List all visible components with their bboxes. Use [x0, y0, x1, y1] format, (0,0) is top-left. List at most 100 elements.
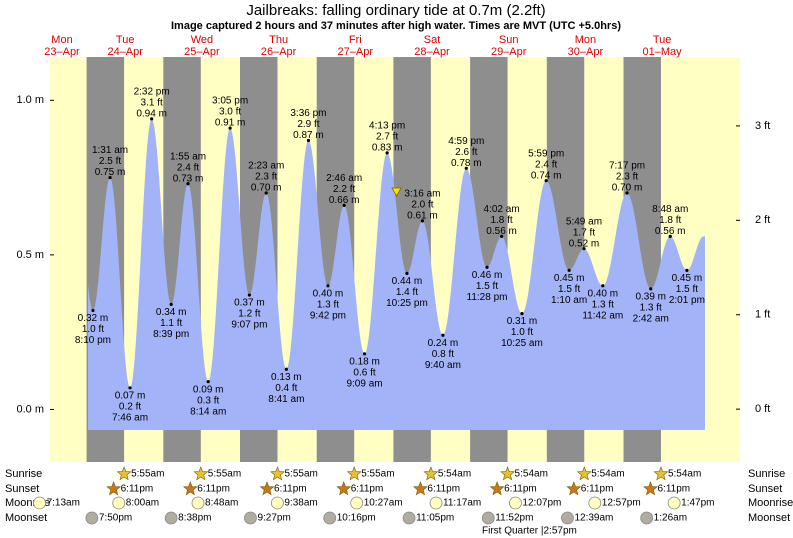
- tide-time: 4:02 am: [484, 204, 520, 215]
- tide-height-ft: 1.0 ft: [511, 327, 533, 338]
- tide-height-ft: 2.3 ft: [616, 172, 638, 183]
- tide-height-ft: 1.1 ft: [160, 318, 182, 329]
- tide-area: [88, 119, 705, 430]
- y2-tick-label: 3 ft: [755, 120, 770, 132]
- tide-time: 1:10 am: [551, 295, 587, 306]
- tide-height-ft: 0.4 ft: [275, 383, 297, 394]
- moonrise-icon: [270, 496, 284, 510]
- tide-point: [649, 287, 653, 291]
- tide-point: [342, 203, 346, 207]
- moonrise-icon: [667, 496, 681, 510]
- day-label: Tue: [116, 34, 135, 46]
- moonset-time: 11:05pm: [416, 513, 454, 524]
- row-label-right: Moonrise: [748, 497, 793, 509]
- moonrise-time: 1:47pm: [681, 498, 714, 509]
- moonrise-icon: [509, 496, 522, 510]
- row-label-right: Sunset: [748, 483, 782, 495]
- tide-point: [520, 312, 524, 316]
- tide-time: 8:14 am: [190, 406, 226, 417]
- moonset-time: 10:16pm: [337, 513, 376, 524]
- moonrise-icon: [429, 496, 443, 510]
- moonrise-time: 8:48am: [205, 498, 238, 509]
- moonset-time: 11:52pm: [495, 513, 533, 524]
- moonset-icon: [244, 511, 257, 525]
- sunset-time: 6:11pm: [121, 484, 154, 495]
- tide-height-ft: 1.3 ft: [592, 299, 614, 310]
- tide-height-m: 0.09 m: [193, 384, 224, 395]
- tide-height-m: 0.46 m: [472, 270, 503, 281]
- day-label: Fri: [349, 34, 362, 46]
- tide-height-ft: 1.5 ft: [558, 284, 580, 295]
- tide-height-m: 0.56 m: [486, 226, 517, 237]
- row-label: Sunset: [5, 483, 39, 495]
- tide-point: [264, 191, 268, 195]
- tide-point: [685, 268, 689, 272]
- day-label: Wed: [191, 34, 213, 46]
- sun-icon: [346, 466, 362, 481]
- tide-height-m: 0.56 m: [655, 226, 686, 237]
- row-label-right: Moonset: [748, 512, 790, 524]
- tide-height-m: 0.83 m: [372, 142, 403, 153]
- current-level-marker: [391, 187, 402, 197]
- y-tick-label: 0.5 m: [16, 249, 44, 261]
- tide-height-ft: 0.2 ft: [119, 401, 141, 412]
- tide-height-m: 0.44 m: [392, 276, 423, 287]
- tide-point: [464, 166, 468, 170]
- row-label: Sunrise: [5, 468, 42, 480]
- tide-height-m: 0.39 m: [635, 292, 666, 303]
- date-label: 30–Apr: [568, 46, 604, 58]
- tide-point: [247, 293, 251, 297]
- moonset-icon: [561, 511, 574, 525]
- tide-height-m: 0.40 m: [313, 288, 344, 299]
- tide-point: [284, 367, 288, 371]
- tide-point: [420, 219, 425, 223]
- moonrise-icon: [588, 496, 602, 510]
- tide-time: 9:42 pm: [310, 310, 346, 321]
- tide-height-ft: 2.4 ft: [177, 162, 199, 173]
- tide-height-ft: 0.8 ft: [432, 349, 454, 360]
- sunset-time: 6:11pm: [274, 484, 307, 495]
- row-label: Moonset: [5, 512, 47, 524]
- tide-height-ft: 2.9 ft: [297, 119, 319, 130]
- moonrise-time: 7:13am: [47, 498, 80, 509]
- tide-time: 4:13 pm: [369, 120, 405, 131]
- tide-point: [150, 117, 154, 121]
- sunrise-time: 5:55am: [131, 469, 164, 480]
- tide-point: [499, 234, 504, 238]
- sun-icon: [193, 466, 209, 481]
- tide-height-m: 0.73 m: [173, 173, 204, 184]
- tide-time: 4:59 pm: [448, 136, 484, 147]
- tide-height-ft: 1.3 ft: [317, 299, 339, 310]
- sunrise-time: 5:55am: [285, 469, 318, 480]
- tide-time: 2:23 am: [248, 161, 284, 172]
- sunrise-time: 5:55am: [208, 469, 241, 480]
- plot: 0.32 m1.0 ft8:10 pm1:31 am2.5 ft0.75 m0.…: [16, 86, 770, 430]
- tide-height-m: 0.70 m: [612, 183, 643, 194]
- row-label-right: Sunrise: [748, 468, 785, 480]
- tide-height-m: 0.52 m: [569, 238, 600, 249]
- date-label: 23–Apr: [44, 46, 80, 58]
- tide-point: [567, 268, 571, 272]
- moon-phase: First Quarter |2:57pm: [482, 526, 577, 537]
- sunset-time: 6:11pm: [351, 484, 384, 495]
- tide-height-ft: 1.2 ft: [238, 309, 260, 320]
- sunrise-time: 5:55am: [361, 469, 394, 480]
- tide-height-m: 0.74 m: [531, 170, 562, 181]
- sunset-time: 6:11pm: [504, 484, 537, 495]
- tide-point: [306, 138, 311, 143]
- tide-point: [625, 191, 629, 195]
- moonrise-time: 12:07pm: [522, 498, 561, 509]
- date-label: 24–Apr: [107, 46, 143, 58]
- sun-icon: [259, 481, 275, 496]
- tide-height-ft: 1.5 ft: [476, 281, 498, 292]
- moonrise-time: 11:17am: [443, 498, 481, 509]
- sunrise-time: 5:54am: [515, 469, 548, 480]
- tide-height-m: 0.91 m: [215, 118, 246, 129]
- tide-point: [385, 151, 389, 155]
- sun-icon: [489, 481, 505, 496]
- tide-height-ft: 1.0 ft: [82, 324, 104, 335]
- y2-tick-label: 0 ft: [755, 403, 770, 415]
- tide-point: [169, 302, 173, 306]
- moonrise-icon: [33, 496, 46, 510]
- tide-time: 8:48 am: [652, 204, 688, 215]
